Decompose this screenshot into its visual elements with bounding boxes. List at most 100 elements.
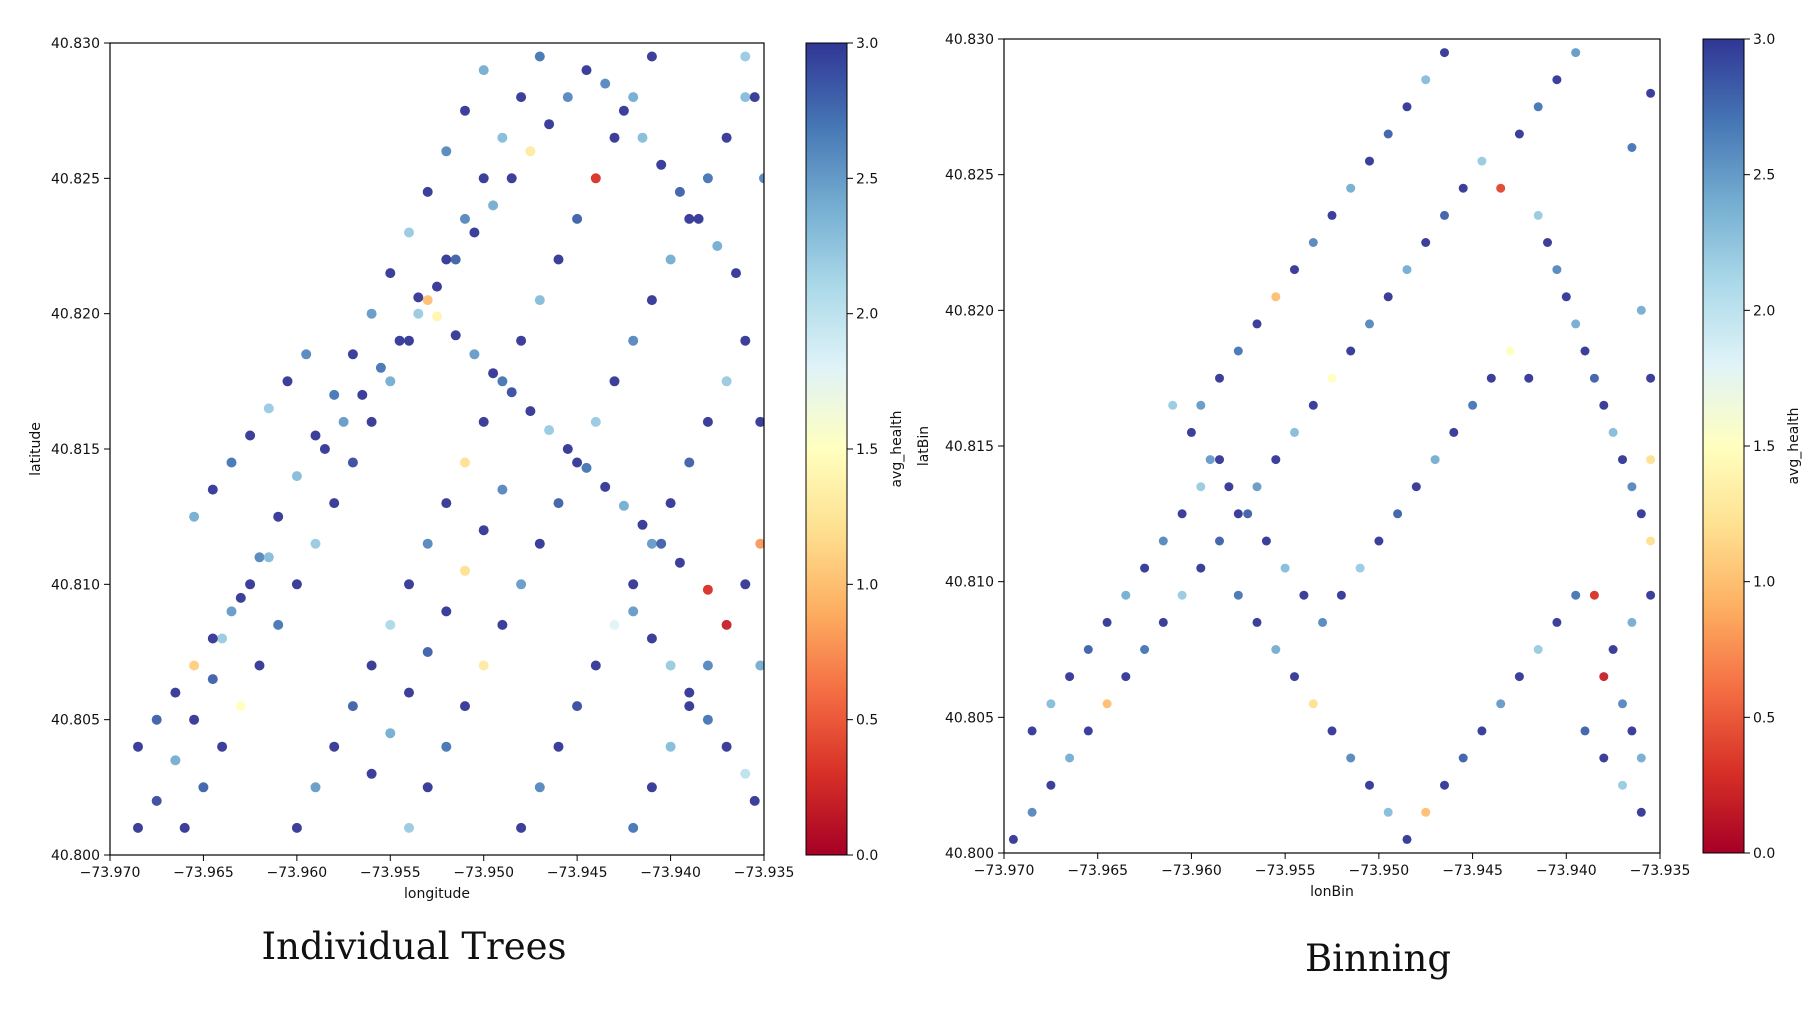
- data-point: [404, 822, 414, 833]
- colorbar-tick-label: 0.0: [856, 848, 878, 864]
- data-point: [674, 557, 685, 568]
- data-point: [385, 268, 396, 279]
- data-point: [273, 511, 284, 522]
- data-point: [544, 425, 555, 436]
- data-point: [413, 308, 424, 319]
- data-point: [422, 186, 433, 197]
- y-tick-label: 40.815: [51, 442, 100, 458]
- colorbar-label: avg_health: [889, 410, 905, 487]
- data-point: [1589, 590, 1599, 600]
- data-point: [1168, 400, 1178, 410]
- data-point: [1477, 156, 1487, 166]
- data-point: [553, 254, 564, 265]
- data-point: [432, 311, 442, 322]
- data-point: [506, 387, 517, 398]
- data-point: [646, 538, 657, 549]
- data-point: [740, 768, 751, 779]
- data-point: [441, 146, 452, 157]
- colorbar: [805, 42, 848, 856]
- data-point: [1580, 726, 1590, 736]
- data-point: [282, 376, 293, 387]
- x-tick-label: −73.955: [360, 865, 421, 881]
- data-point: [674, 186, 685, 197]
- data-point: [590, 173, 601, 184]
- colorbar-tick-label: 3.0: [856, 36, 878, 52]
- data-point: [497, 376, 508, 387]
- data-point: [1271, 455, 1281, 465]
- data-point: [628, 822, 639, 833]
- data-point: [291, 471, 302, 482]
- data-point: [637, 132, 648, 143]
- data-point: [385, 376, 396, 387]
- data-point: [544, 119, 555, 130]
- data-point: [1365, 319, 1374, 329]
- data-point: [1524, 373, 1534, 383]
- data-point: [721, 741, 732, 752]
- data-point: [740, 579, 751, 590]
- y-axis-label: latBin: [916, 426, 932, 466]
- data-point: [1402, 834, 1412, 844]
- data-point: [217, 741, 228, 752]
- x-tick-label: −73.965: [173, 865, 234, 881]
- x-tick-label: −73.970: [974, 863, 1035, 879]
- caption-binning: Binning: [1304, 937, 1452, 980]
- data-point: [441, 606, 452, 617]
- data-point: [310, 430, 321, 441]
- data-point: [1308, 238, 1318, 247]
- data-point: [1140, 645, 1150, 654]
- y-tick-label: 40.825: [51, 171, 100, 187]
- data-point: [170, 755, 181, 766]
- data-point: [1355, 563, 1365, 573]
- colorbar-tick-label: 1.5: [856, 442, 878, 458]
- data-point: [366, 768, 377, 779]
- data-point: [460, 105, 470, 116]
- data-point: [1196, 400, 1206, 410]
- colorbar-tick-label: 1.0: [856, 577, 878, 593]
- colorbar-tick-label: 2.5: [856, 171, 878, 187]
- data-point: [1646, 590, 1656, 600]
- data-point: [1646, 536, 1656, 546]
- data-point: [170, 687, 181, 698]
- data-point: [712, 241, 723, 251]
- data-point: [1158, 536, 1168, 546]
- data-point: [618, 105, 629, 116]
- data-point: [1196, 482, 1206, 492]
- data-point: [375, 362, 386, 373]
- data-point: [460, 457, 470, 468]
- data-point: [693, 213, 704, 224]
- data-point: [1552, 265, 1562, 275]
- data-point: [329, 498, 340, 509]
- data-point: [1065, 753, 1075, 763]
- data-point: [310, 538, 321, 549]
- data-point: [1196, 563, 1206, 573]
- data-point: [702, 173, 713, 184]
- data-point: [1215, 455, 1224, 465]
- colorbar: [1702, 38, 1745, 854]
- data-point: [1027, 726, 1037, 736]
- scatter-points: [1008, 48, 1656, 844]
- y-tick-label: 40.800: [51, 848, 100, 864]
- data-point: [562, 92, 573, 103]
- data-point: [1308, 400, 1318, 410]
- data-point: [1477, 726, 1487, 736]
- data-point: [1008, 834, 1018, 844]
- data-point: [1486, 373, 1496, 383]
- data-point: [422, 295, 433, 306]
- data-point: [441, 498, 452, 509]
- x-tick-label: −73.950: [453, 865, 514, 881]
- data-point: [609, 376, 620, 387]
- x-tick-label: −73.960: [1161, 863, 1222, 879]
- data-point: [1252, 617, 1262, 627]
- data-point: [628, 606, 639, 617]
- data-point: [516, 579, 527, 590]
- data-point: [1158, 617, 1168, 627]
- data-point: [1514, 672, 1524, 682]
- data-point: [347, 701, 358, 712]
- data-point: [506, 173, 517, 184]
- data-point: [245, 579, 256, 590]
- data-point: [450, 330, 461, 341]
- x-tick-label: −73.955: [1255, 863, 1316, 879]
- data-point: [1468, 400, 1478, 410]
- data-point: [572, 457, 583, 468]
